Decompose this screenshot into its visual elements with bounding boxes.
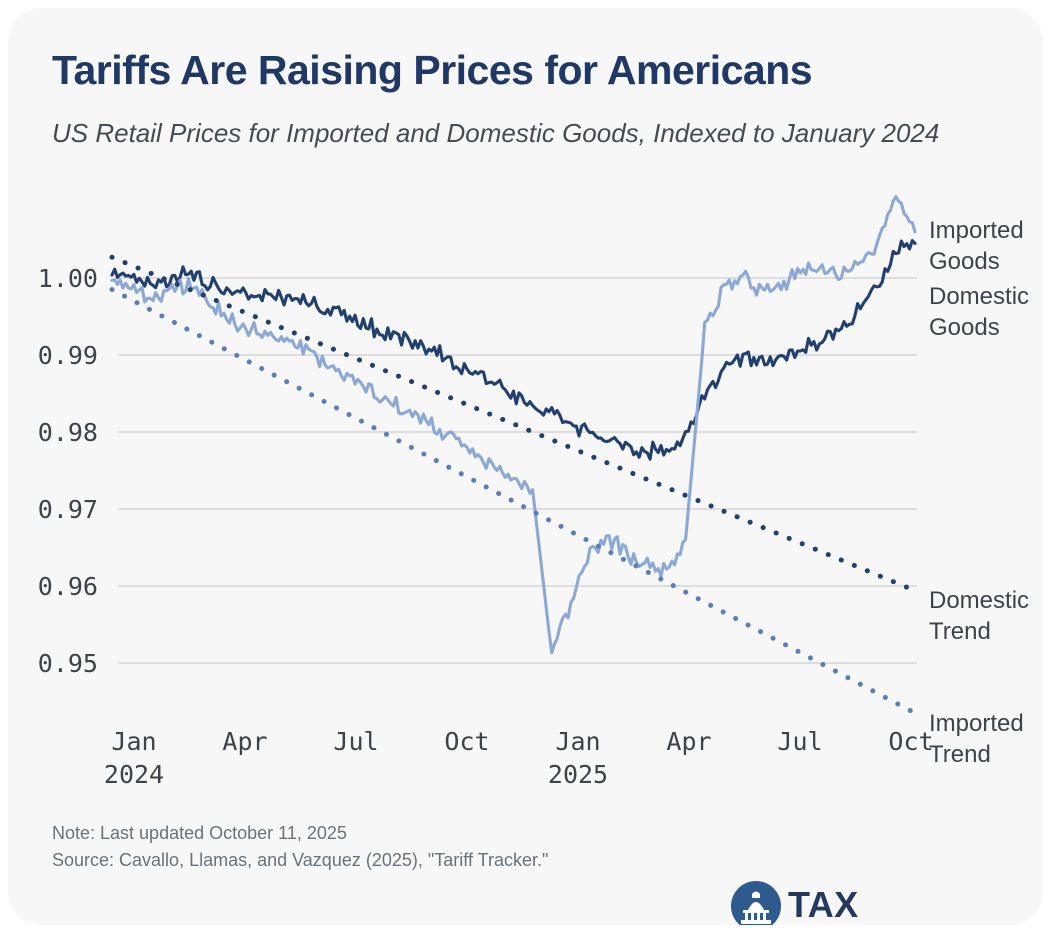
- series-label-imported-goods: Goods: [929, 248, 1000, 275]
- series-label-imported-goods: Imported: [929, 217, 1024, 244]
- page-title: Tariffs Are Raising Prices for Americans: [52, 47, 813, 93]
- series-label-domestic-trend: Trend: [929, 618, 991, 645]
- gridlines: [118, 277, 917, 664]
- source-line: Source: Cavallo, Llamas, and Vazquez (20…: [52, 850, 549, 871]
- x-axis-tick-labels: Jan 2024 Apr Jul Oct Jan 2025 Apr Jul Oct: [104, 727, 934, 789]
- x-axis-tick: Oct: [888, 727, 933, 756]
- x-axis-tick: Jan: [555, 727, 600, 756]
- x-axis-tick-year: 2025: [548, 760, 608, 789]
- line-chart-svg: 1.00 0.99 0.98 0.97 0.96 0.95 Jan 2024 Apr Jul Oc…: [38, 194, 1029, 789]
- series-annotations: Imported Goods Domestic Goods Domestic Trend I…: [929, 217, 1029, 768]
- capitol-dome-icon: [731, 881, 781, 925]
- series-label-imported-trend: Imported: [929, 710, 1024, 737]
- series-line-imported-goods: [110, 194, 917, 655]
- x-axis-tick: Apr: [666, 727, 711, 756]
- note-line: Note: Last updated October 11, 2025: [52, 823, 347, 843]
- y-axis-tick-labels: 1.00 0.99 0.98 0.97 0.96 0.95: [38, 264, 98, 678]
- series-lines: [109, 194, 918, 716]
- tax-foundation-logo: TAX FOUNDATION: [730, 880, 1030, 925]
- x-axis-tick: Jan: [111, 727, 156, 756]
- chart-subtitle: US Retail Prices for Imported and Domest…: [52, 118, 940, 148]
- x-axis-tick: Jul: [333, 727, 378, 756]
- y-axis-tick: 0.96: [38, 572, 98, 601]
- y-axis-tick: 0.95: [38, 649, 98, 678]
- chart-card: Tariffs Are Raising Prices for Americans…: [8, 8, 1043, 925]
- x-axis-tick: Jul: [777, 727, 822, 756]
- x-axis-tick: Apr: [222, 727, 267, 756]
- series-label-domestic-trend: Domestic: [929, 587, 1029, 614]
- x-axis-tick: Oct: [444, 727, 489, 756]
- y-axis-tick: 1.00: [38, 264, 98, 293]
- series-line-domestic-goods: [110, 239, 917, 461]
- series-label-domestic-goods: Domestic: [929, 283, 1029, 310]
- y-axis-tick: 0.97: [38, 495, 98, 524]
- logo-wordmark: TAX FOUNDATION: [788, 884, 859, 925]
- chart-plot-area: 1.00 0.99 0.98 0.97 0.96 0.95 Jan 2024 Apr Jul Oc…: [8, 8, 1043, 925]
- x-axis-tick-year: 2024: [104, 760, 164, 789]
- y-axis-tick: 0.99: [38, 341, 98, 370]
- series-label-imported-trend: Trend: [929, 741, 991, 768]
- chart-footnotes: Note: Last updated October 11, 2025 Sour…: [52, 820, 548, 875]
- series-line-domestic-trend: [109, 254, 918, 594]
- y-axis-tick: 0.98: [38, 418, 98, 447]
- series-label-domestic-goods: Goods: [929, 314, 1000, 341]
